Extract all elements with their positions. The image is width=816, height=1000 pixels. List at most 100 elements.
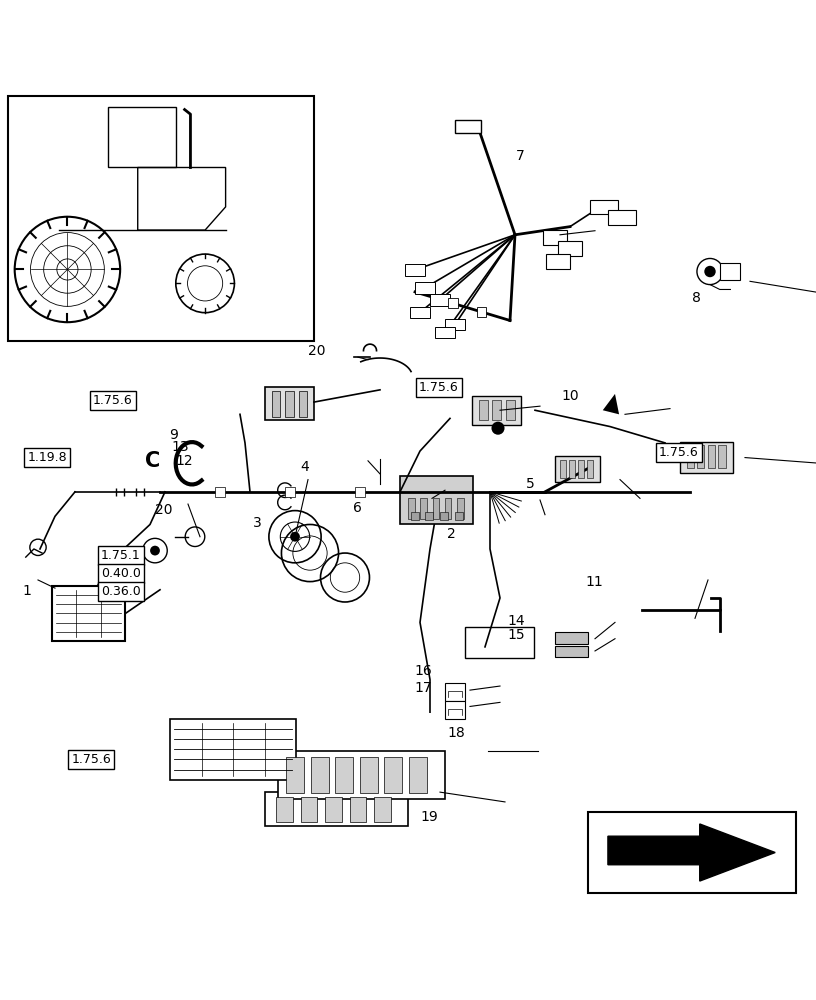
- Bar: [299, 391, 308, 417]
- Bar: [400, 476, 473, 524]
- Bar: [435, 327, 455, 338]
- Bar: [360, 757, 378, 793]
- Bar: [608, 210, 636, 225]
- Bar: [440, 512, 448, 520]
- Bar: [720, 263, 740, 280]
- Bar: [335, 757, 353, 793]
- Text: 16: 16: [415, 664, 432, 678]
- Bar: [697, 445, 704, 468]
- Bar: [409, 757, 427, 793]
- Text: 15: 15: [508, 628, 526, 642]
- Bar: [311, 757, 329, 793]
- Bar: [680, 442, 733, 473]
- Bar: [285, 487, 295, 497]
- Text: 1.75.6: 1.75.6: [659, 446, 698, 459]
- Bar: [432, 498, 439, 519]
- Bar: [326, 797, 342, 822]
- Bar: [555, 632, 588, 644]
- Text: 8: 8: [692, 291, 701, 305]
- Bar: [375, 797, 391, 822]
- Text: 1.75.6: 1.75.6: [93, 394, 132, 407]
- Bar: [415, 282, 435, 294]
- Bar: [408, 498, 415, 519]
- Text: 6: 6: [353, 501, 361, 515]
- Text: 7: 7: [516, 149, 525, 163]
- Text: 4: 4: [300, 460, 309, 474]
- Bar: [478, 400, 487, 420]
- Bar: [555, 646, 588, 657]
- Bar: [445, 701, 465, 719]
- Bar: [455, 512, 463, 520]
- Text: 3: 3: [253, 516, 262, 530]
- Bar: [301, 797, 317, 822]
- Bar: [277, 797, 293, 822]
- Bar: [406, 264, 425, 276]
- Text: 5: 5: [526, 477, 535, 491]
- Bar: [546, 254, 570, 269]
- Bar: [506, 400, 515, 420]
- Bar: [492, 400, 501, 420]
- Bar: [170, 719, 296, 780]
- Bar: [587, 460, 592, 478]
- Circle shape: [704, 266, 716, 277]
- Bar: [472, 396, 521, 425]
- Bar: [265, 387, 314, 420]
- Text: 17: 17: [415, 681, 432, 695]
- Bar: [278, 751, 446, 799]
- Bar: [477, 307, 486, 317]
- Bar: [350, 797, 366, 822]
- Text: 2: 2: [447, 527, 456, 541]
- Bar: [420, 498, 427, 519]
- Bar: [446, 319, 465, 330]
- Bar: [457, 498, 463, 519]
- Text: 20: 20: [308, 344, 326, 358]
- Text: 10: 10: [561, 389, 579, 403]
- Text: 11: 11: [586, 575, 604, 589]
- Bar: [560, 460, 565, 478]
- Polygon shape: [608, 824, 775, 881]
- Bar: [555, 456, 600, 482]
- Bar: [265, 792, 408, 826]
- Circle shape: [290, 532, 300, 542]
- Bar: [272, 391, 280, 417]
- Bar: [543, 230, 567, 245]
- Text: 0.40.0: 0.40.0: [101, 567, 140, 580]
- Circle shape: [150, 546, 160, 555]
- Bar: [445, 683, 465, 701]
- Text: 18: 18: [447, 726, 465, 740]
- Bar: [286, 391, 294, 417]
- Bar: [286, 757, 304, 793]
- Bar: [52, 586, 126, 641]
- Text: 1: 1: [23, 584, 32, 598]
- Bar: [455, 120, 481, 133]
- Bar: [445, 498, 451, 519]
- Polygon shape: [603, 394, 619, 414]
- Bar: [355, 487, 365, 497]
- Text: 0.36.0: 0.36.0: [101, 585, 140, 598]
- Text: 1.19.8: 1.19.8: [28, 451, 67, 464]
- Bar: [8, 96, 314, 341]
- Bar: [465, 627, 534, 658]
- Bar: [590, 200, 618, 214]
- Text: 14: 14: [508, 614, 526, 628]
- Bar: [558, 241, 583, 256]
- Text: 1.75.6: 1.75.6: [72, 753, 111, 766]
- Text: 1.75.6: 1.75.6: [419, 381, 459, 394]
- Bar: [215, 487, 225, 497]
- Bar: [430, 294, 450, 306]
- Bar: [686, 445, 694, 468]
- Text: 19: 19: [420, 810, 438, 824]
- Text: C: C: [145, 451, 161, 471]
- Bar: [384, 757, 402, 793]
- Bar: [718, 445, 725, 468]
- Text: 12: 12: [175, 454, 193, 468]
- Bar: [410, 512, 419, 520]
- Circle shape: [491, 422, 504, 435]
- Text: 1.75.1: 1.75.1: [101, 549, 140, 562]
- Text: 13: 13: [171, 440, 189, 454]
- Bar: [448, 298, 458, 308]
- Bar: [588, 812, 796, 893]
- Bar: [410, 307, 430, 318]
- Bar: [425, 512, 433, 520]
- Bar: [578, 460, 583, 478]
